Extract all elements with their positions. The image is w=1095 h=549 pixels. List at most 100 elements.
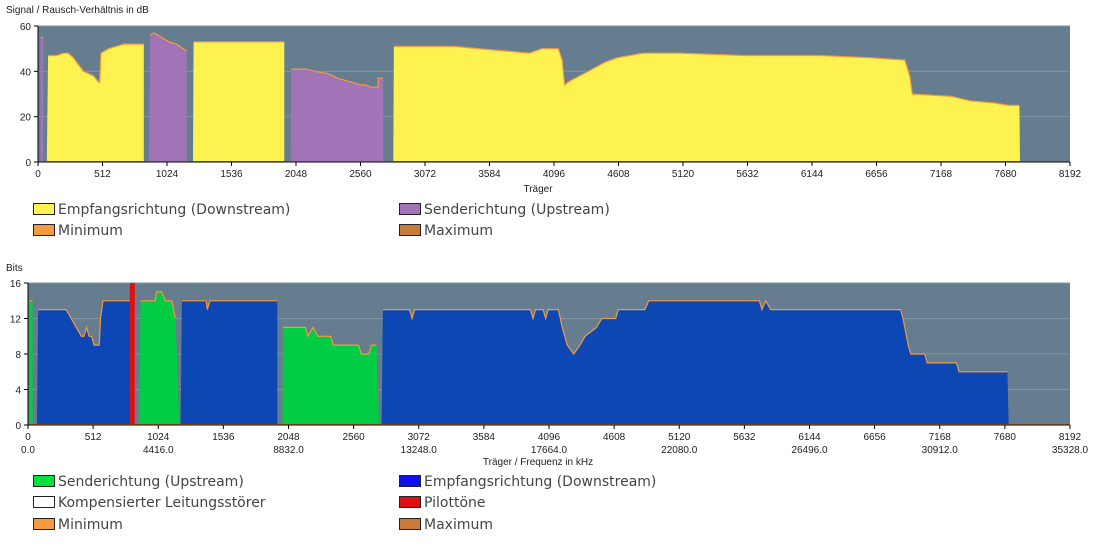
bits-series-area-5 [282, 327, 380, 425]
legend-item-downstream: Empfangsrichtung (Downstream) [33, 201, 290, 219]
bits-x-tick-label: 7168 [929, 432, 952, 443]
legend-swatch-bits-minimum [33, 518, 55, 530]
legend-label-downstream: Empfangsrichtung (Downstream) [58, 202, 291, 218]
snr-x-tick-label: 3072 [414, 169, 437, 180]
bits-x-tick-label: 1536 [212, 432, 235, 443]
snr-series-area-4 [290, 69, 384, 162]
legend-item-bits-upstream: Senderichtung (Upstream) [33, 473, 244, 491]
snr-series-edge-2 [149, 32, 188, 52]
legend-item-minimum: Minimum [33, 222, 123, 240]
snr-x-tick-label: 1536 [220, 169, 243, 180]
legend-swatch-pilot [399, 496, 421, 508]
bits-x-axis-label: Träger / Frequenz in kHz [483, 457, 593, 468]
snr-x-tick-label: 3584 [478, 169, 501, 180]
legend-label-bits-upstream: Senderichtung (Upstream) [58, 474, 244, 490]
legend-swatch-upstream [399, 203, 421, 215]
snr-series-edge-4 [291, 68, 384, 88]
bits-x-tick-khz-label: 30912.0 [922, 445, 959, 456]
bits-series-area-4 [180, 300, 278, 425]
bits-y-tick-label: 4 [15, 386, 21, 397]
bits-x-tick-khz-label: 13248.0 [401, 445, 438, 456]
snr-x-tick-label: 2048 [285, 169, 308, 180]
bits-series-edge-6 [382, 299, 1008, 373]
legend-label-bits-maximum: Maximum [424, 517, 493, 533]
bits-y-tick-label: 8 [15, 350, 21, 361]
bits-series-edge-1 [38, 300, 133, 346]
snr-x-axis-label: Träger [523, 184, 553, 195]
bits-x-tick-label: 5120 [668, 432, 691, 443]
legend-label-maximum: Maximum [424, 223, 493, 239]
snr-series-edge-5 [393, 45, 1020, 106]
bits-x-tick-khz-label: 17664.0 [531, 445, 568, 456]
legend-swatch-downstream [33, 203, 55, 215]
legend-item-pilot: Pilottöne [399, 494, 486, 512]
legend-label-minimum: Minimum [58, 223, 123, 239]
bits-y-axis-label: Bits [6, 263, 23, 274]
legend-item-maximum: Maximum [399, 222, 493, 240]
legend-item-bits-maximum: Maximum [399, 516, 493, 534]
legend-label-bits-downstream: Empfangsrichtung (Downstream) [424, 474, 657, 490]
bits-x-tick-label: 3072 [408, 432, 431, 443]
snr-y-axis-label: Signal / Rausch-Verhältnis in dB [6, 5, 149, 16]
snr-y-tick-label: 60 [20, 22, 32, 33]
bits-x-tick-label: 1024 [147, 432, 170, 443]
snr-x-tick-label: 8192 [1059, 169, 1082, 180]
legend-swatch-bits-downstream [399, 475, 421, 487]
legend-swatch-maximum [399, 224, 421, 236]
bits-x-tick-label: 8192 [1059, 432, 1082, 443]
bits-chart: Bits 0 4 8 12 16 0 0.0 512 1024 4416.0 1536 2048 883… [6, 263, 1089, 468]
bits-series-edge-4 [181, 300, 278, 310]
bits-series-edge-3 [140, 291, 177, 319]
bits-x-tick-label: 2560 [343, 432, 366, 443]
snr-series-area-5 [393, 46, 1020, 162]
bits-series-area-6 [381, 300, 1009, 425]
snr-x-tick-label: 6656 [865, 169, 888, 180]
bits-x-tick-khz-label: 8832.0 [273, 445, 304, 456]
bits-x-tick-khz-label: 4416.0 [143, 445, 174, 456]
bits-x-tick-label: 6144 [798, 432, 821, 443]
legend-label-compensated: Kompensierter Leitungsstörer [58, 495, 266, 511]
bits-x-tick-label: 4608 [603, 432, 626, 443]
bits-x-tick-label: 2048 [277, 432, 300, 443]
snr-x-tick-label: 4608 [607, 169, 630, 180]
snr-x-tick-label: 6144 [801, 169, 824, 180]
bits-y-tick-label: 12 [10, 315, 22, 326]
bits-x-tick-khz-label: 22080.0 [661, 445, 698, 456]
legend-label-bits-minimum: Minimum [58, 517, 123, 533]
legend-item-compensated: Kompensierter Leitungsstörer [33, 494, 266, 512]
legend-item-bits-minimum: Minimum [33, 516, 123, 534]
snr-y-tick-label: 20 [20, 113, 32, 124]
bits-x-tick-label: 5632 [733, 432, 756, 443]
legend-swatch-minimum [33, 224, 55, 236]
bits-x-tick-khz-label: 0.0 [21, 445, 35, 456]
snr-x-tick-label: 0 [35, 169, 41, 180]
bits-x-tick-label: 6656 [864, 432, 887, 443]
snr-series-area-3 [193, 41, 285, 162]
bits-x-tick-label: 7680 [994, 432, 1017, 443]
snr-x-tick-label: 1024 [156, 169, 179, 180]
bits-axes: 0 4 8 12 16 0 0.0 512 1024 4416.0 1536 2048 8832.0 25… [10, 279, 1089, 456]
legend-label-upstream: Senderichtung (Upstream) [424, 202, 610, 218]
legend-label-pilot: Pilottöne [424, 495, 486, 511]
snr-x-tick-label: 5120 [672, 169, 695, 180]
bits-y-tick-label: 16 [10, 279, 22, 290]
legend-item-upstream: Senderichtung (Upstream) [399, 201, 610, 219]
bits-x-tick-label: 0 [25, 432, 31, 443]
snr-series-area-0 [40, 37, 44, 162]
snr-series-edge-1 [48, 43, 144, 85]
legend-swatch-bits-maximum [399, 518, 421, 530]
bits-x-tick-label: 4096 [538, 432, 561, 443]
snr-x-tick-label: 5632 [736, 169, 759, 180]
snr-x-tick-label: 512 [94, 169, 111, 180]
snr-x-tick-label: 7680 [994, 169, 1017, 180]
bits-x-tick-label: 3584 [473, 432, 496, 443]
snr-chart: Signal / Rausch-Verhältnis in dB 0 20 40 60… [6, 5, 1082, 195]
snr-x-tick-label: 4096 [543, 169, 566, 180]
legend-item-bits-downstream: Empfangsrichtung (Downstream) [399, 473, 656, 491]
snr-x-tick-label: 2560 [349, 169, 372, 180]
snr-y-tick-label: 0 [25, 158, 31, 169]
bits-x-tick-khz-label: 26496.0 [791, 445, 828, 456]
bits-x-tick-khz-label: 35328.0 [1052, 445, 1089, 456]
bits-series-area-2 [129, 283, 135, 425]
